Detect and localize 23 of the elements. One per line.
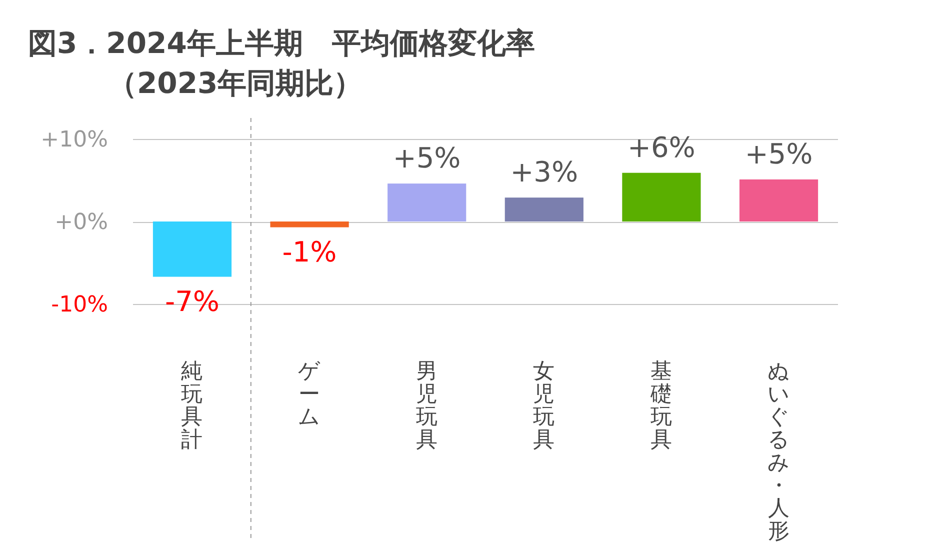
data-label: -1% <box>282 235 337 268</box>
x-tick-label: ぬいぐるみ・人形 <box>767 359 790 544</box>
bar <box>739 179 818 222</box>
y-tick-label: +0% <box>54 210 108 236</box>
x-tick-label: 男児玩具 <box>416 359 438 453</box>
bar <box>388 184 466 222</box>
bar <box>270 222 349 228</box>
x-tick-label: 基礎玩具 <box>649 359 672 453</box>
data-label: -7% <box>164 284 220 318</box>
data-label: +3% <box>510 156 578 189</box>
data-label: +5% <box>744 137 813 170</box>
bar <box>622 172 701 222</box>
y-tick-label: +10% <box>40 128 108 153</box>
y-tick-label: -10% <box>51 292 108 318</box>
chart-subtitle: （2023年同期比） <box>108 66 363 100</box>
x-tick-label: 純玩具計 <box>181 359 204 453</box>
data-label: +6% <box>628 130 696 164</box>
bar <box>152 222 232 277</box>
bar <box>504 198 584 222</box>
x-tick-label: 女児玩具 <box>533 359 556 453</box>
x-tick-label: ゲーム <box>298 359 322 430</box>
chart-title: 図3．2024年上半期 平均価格変化率 <box>28 26 535 60</box>
data-label: +5% <box>392 142 461 175</box>
